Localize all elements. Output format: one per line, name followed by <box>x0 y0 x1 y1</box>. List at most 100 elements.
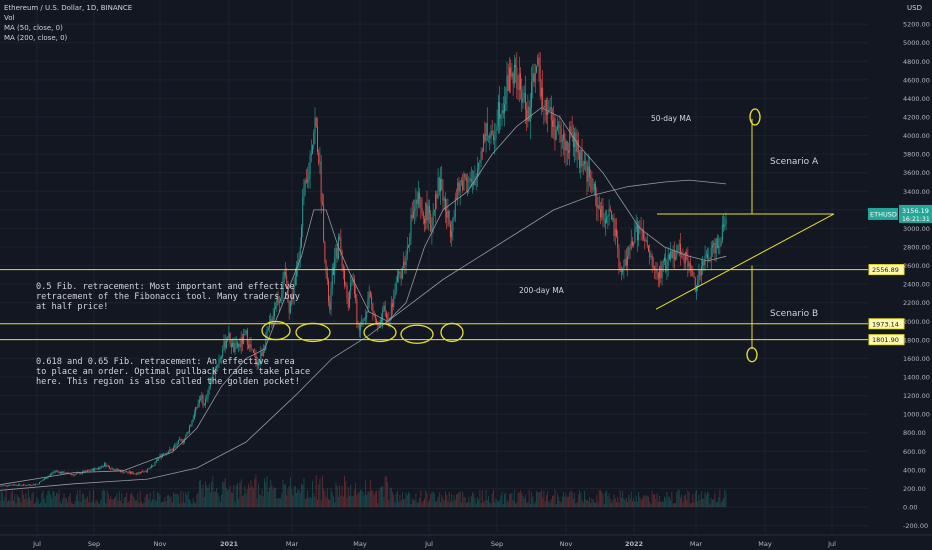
candle-body <box>147 468 149 472</box>
volume-bar <box>481 490 483 507</box>
candle-body <box>720 240 722 247</box>
legend-ma200: MA (200, close, 0) <box>4 34 68 42</box>
candle-body <box>150 465 152 468</box>
candle-body <box>347 298 349 308</box>
candle-body <box>657 272 659 279</box>
volume-bar <box>442 498 444 507</box>
candle-body <box>202 395 204 406</box>
volume-bar <box>513 489 515 507</box>
candle-body <box>689 262 691 271</box>
volume-bar <box>211 481 213 507</box>
candle-body <box>588 166 590 177</box>
volume-bar <box>456 494 457 507</box>
volume-bar <box>68 496 70 507</box>
candle-body <box>79 472 81 474</box>
candle-body <box>301 226 302 247</box>
candle-body <box>228 333 230 339</box>
candle-body <box>207 390 209 399</box>
candle-body <box>484 134 486 141</box>
volume-bar <box>540 489 542 507</box>
time-axis: Jul Sep Nov 2021 Mar May Jul Sep Nov 2022 Mar May Ju… <box>0 534 932 548</box>
candle-body <box>260 352 262 361</box>
volume-bar <box>570 490 572 507</box>
candle-body <box>341 250 343 267</box>
volume-bar <box>270 479 272 507</box>
volume-bar <box>650 503 652 507</box>
candle-body <box>31 485 33 486</box>
volume-bar <box>437 497 439 507</box>
candle-body <box>613 217 615 237</box>
candle-body <box>510 67 512 77</box>
candle-body <box>249 343 251 348</box>
volume-bar <box>469 502 471 507</box>
candle-body <box>480 151 482 160</box>
volume-bar <box>96 501 98 507</box>
volume-bar <box>244 485 246 507</box>
volume-bar <box>566 496 568 507</box>
highlight-circle <box>400 324 434 344</box>
volume-bar <box>608 493 610 507</box>
candle-body <box>585 161 587 163</box>
volume-bar <box>681 494 683 507</box>
candle-body <box>244 333 246 335</box>
candle-body <box>86 470 88 472</box>
volume-bar <box>0 491 2 507</box>
volume-bar <box>708 493 710 507</box>
volume-bars <box>0 474 727 507</box>
candle-body <box>117 468 119 471</box>
candle-body <box>505 97 507 105</box>
volume-bar <box>617 497 619 507</box>
candle-body <box>158 457 160 460</box>
candle-body <box>48 475 50 477</box>
candle-body <box>507 75 509 92</box>
currency-label[interactable]: USD <box>907 4 922 12</box>
volume-bar <box>318 484 320 507</box>
candle-body <box>508 67 510 92</box>
volume-bar <box>395 493 397 507</box>
candle-body <box>20 485 22 486</box>
volume-bar <box>97 502 99 507</box>
volume-bar <box>372 490 374 507</box>
volume-bar <box>614 498 616 507</box>
volume-bar <box>619 489 621 507</box>
candle-body <box>165 452 167 454</box>
candle-body <box>325 260 327 274</box>
volume-bar <box>652 494 654 507</box>
volume-bar <box>427 502 429 507</box>
volume-bar <box>179 503 181 507</box>
volume-bar <box>656 493 658 507</box>
candle-body <box>538 57 540 65</box>
volume-bar <box>579 490 581 507</box>
volume-bar <box>607 496 609 507</box>
volume-bar <box>575 503 577 507</box>
volume-bar <box>712 499 713 507</box>
candle-body <box>315 117 317 127</box>
ma200-line <box>0 179 727 491</box>
volume-bar <box>9 500 11 507</box>
volume-bar <box>35 502 37 507</box>
candle-body <box>440 179 441 192</box>
volume-bar <box>463 497 465 507</box>
candle-body <box>350 282 352 292</box>
candle-body <box>649 251 651 258</box>
candle-body <box>168 451 170 454</box>
candle-body <box>511 72 513 77</box>
volume-bar <box>43 498 45 507</box>
volume-bar <box>190 501 192 507</box>
volume-bar <box>693 501 695 507</box>
candle-body <box>392 303 393 307</box>
volume-bar <box>255 474 257 507</box>
volume-bar <box>41 492 43 507</box>
volume-bar <box>266 476 268 507</box>
volume-bar <box>358 492 360 507</box>
y-tick-label: 5200.00 <box>903 21 930 29</box>
volume-bar <box>425 490 427 507</box>
volume-bar <box>628 494 630 507</box>
volume-bar <box>403 499 405 507</box>
candle-body <box>724 224 726 227</box>
volume-bar <box>460 502 462 507</box>
candle-body <box>371 296 373 304</box>
volume-bar <box>239 482 241 507</box>
volume-bar <box>261 489 263 507</box>
